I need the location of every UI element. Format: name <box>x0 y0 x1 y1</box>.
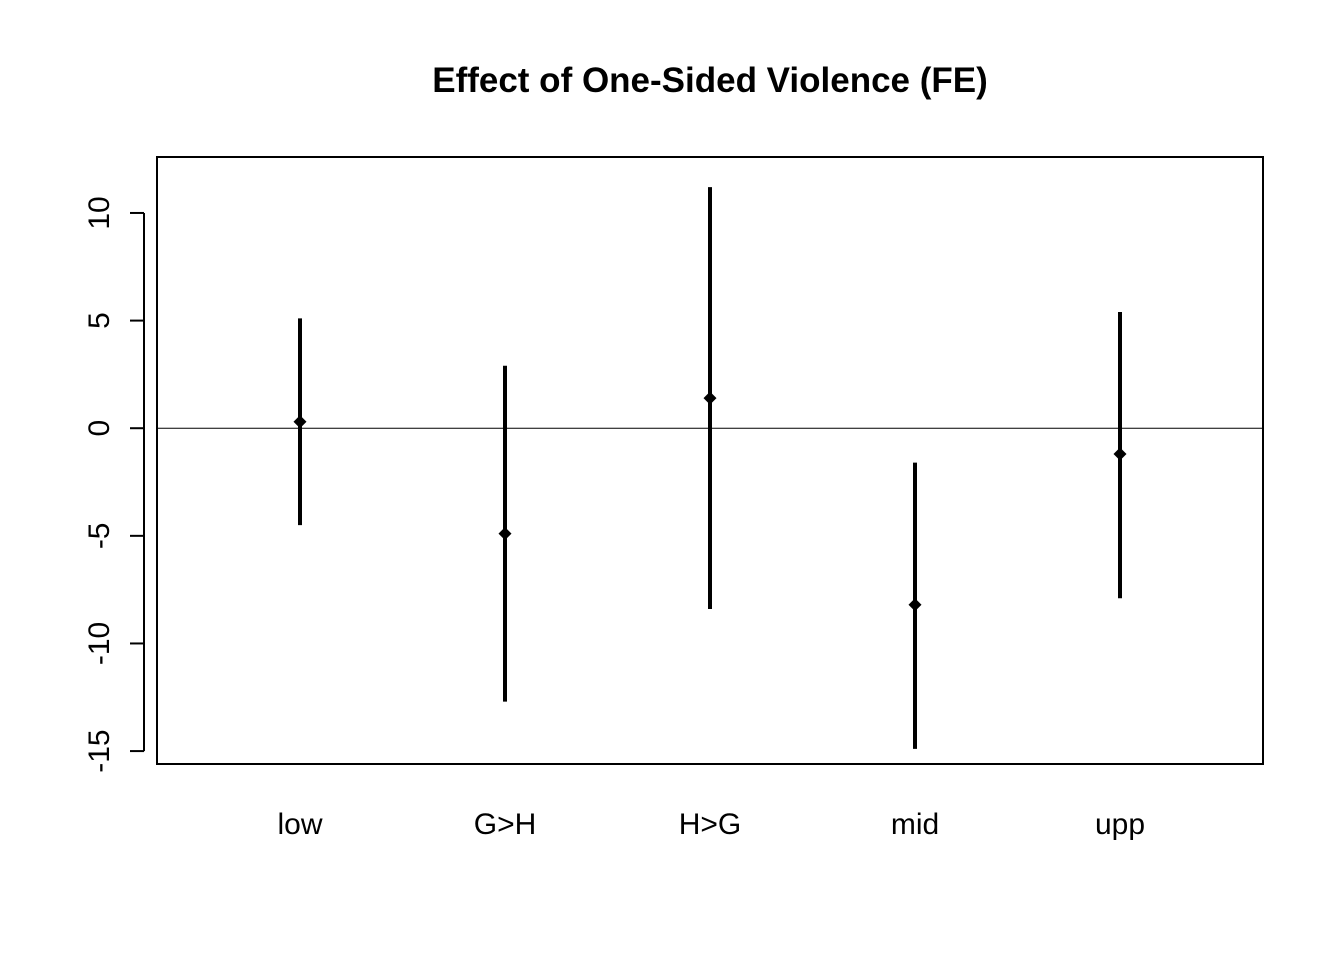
x-category-label: low <box>277 808 322 841</box>
y-tick-label: -10 <box>83 622 116 665</box>
point-estimate <box>703 391 717 405</box>
y-tick-label: 5 <box>83 312 116 329</box>
x-category-label: upp <box>1095 808 1145 841</box>
point-estimate <box>1113 447 1127 461</box>
point-estimate <box>908 598 922 612</box>
y-tick-label: -5 <box>83 522 116 549</box>
chart-title: Effect of One-Sided Violence (FE) <box>432 61 988 100</box>
x-category-label: H>G <box>679 808 742 841</box>
point-estimate <box>293 415 307 429</box>
y-tick-label: 0 <box>83 420 116 437</box>
y-axis: 10 5 0 -5 -10 -15 <box>83 196 145 773</box>
error-bars <box>293 187 1127 749</box>
y-tick-label: -15 <box>83 729 116 772</box>
x-axis: low G>H H>G mid upp <box>277 808 1145 841</box>
point-estimate <box>498 527 512 541</box>
x-category-label: G>H <box>474 808 537 841</box>
plot-frame <box>156 156 1264 765</box>
y-tick-label: 10 <box>83 196 116 229</box>
x-category-label: mid <box>891 808 939 841</box>
